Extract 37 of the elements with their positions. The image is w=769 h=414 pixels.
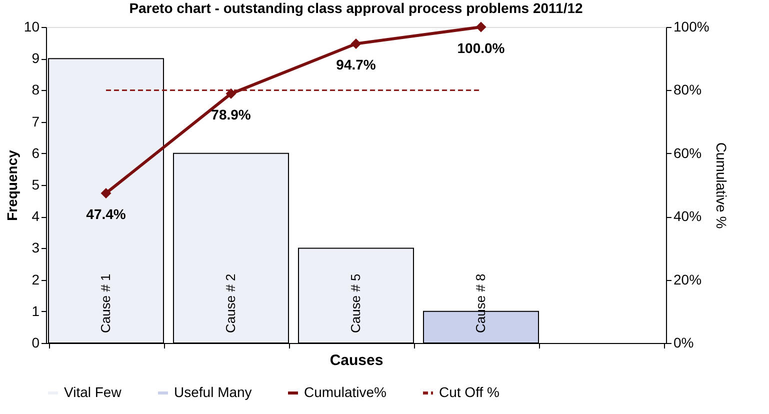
y2-tick-label: 80%: [674, 82, 702, 98]
y2-tick-label: 20%: [674, 271, 702, 288]
y-tick-label: 4: [32, 208, 40, 224]
point: [476, 22, 486, 32]
point: [226, 88, 236, 99]
y-tick-label: 6: [32, 144, 40, 161]
y-tick-label: 5: [32, 176, 40, 192]
x-tick-label: Cause # 1: [98, 274, 113, 333]
y2-tick-label: 100%: [674, 18, 710, 34]
data-label: 78.9%: [211, 106, 252, 123]
x-tick-label: Cause # 8: [473, 274, 488, 333]
y-tick-label: 10: [24, 18, 40, 34]
y2-tick-label: 40%: [674, 208, 702, 224]
x-tick-label: Cause # 5: [348, 274, 363, 333]
text: Vital Few: [64, 384, 122, 400]
y-tick-label: 1: [32, 302, 40, 319]
legend-label: Useful Many: [174, 384, 252, 400]
data-label: 100.0%: [457, 40, 506, 56]
y-tick-label: 8: [32, 82, 40, 98]
legend-label: Cut Off %: [439, 384, 500, 400]
chart-title: Pareto chart - outstanding class approval process problems 2011/12: [129, 0, 584, 16]
y-axis-title: Frequency: [4, 150, 20, 221]
y-tick-label: 7: [32, 113, 40, 130]
data-label: 94.7%: [336, 56, 376, 73]
data-label: 47.4%: [86, 206, 126, 222]
point: [100, 188, 112, 198]
y2-tick-label: 60%: [674, 144, 702, 161]
point: [350, 38, 362, 49]
y-tick-label: 3: [32, 240, 40, 256]
y-tick-label: 0: [32, 334, 40, 350]
legend-label: Cumulative%: [304, 384, 386, 400]
y2-tick-label: 0%: [674, 334, 694, 350]
x-axis-title: Causes: [330, 352, 384, 369]
y2-axis-title: Cumulative %: [713, 142, 730, 229]
y-tick-label: 2: [32, 271, 40, 288]
x-tick-label: Cause # 2: [223, 274, 238, 333]
y-tick-label: 9: [32, 50, 40, 66]
